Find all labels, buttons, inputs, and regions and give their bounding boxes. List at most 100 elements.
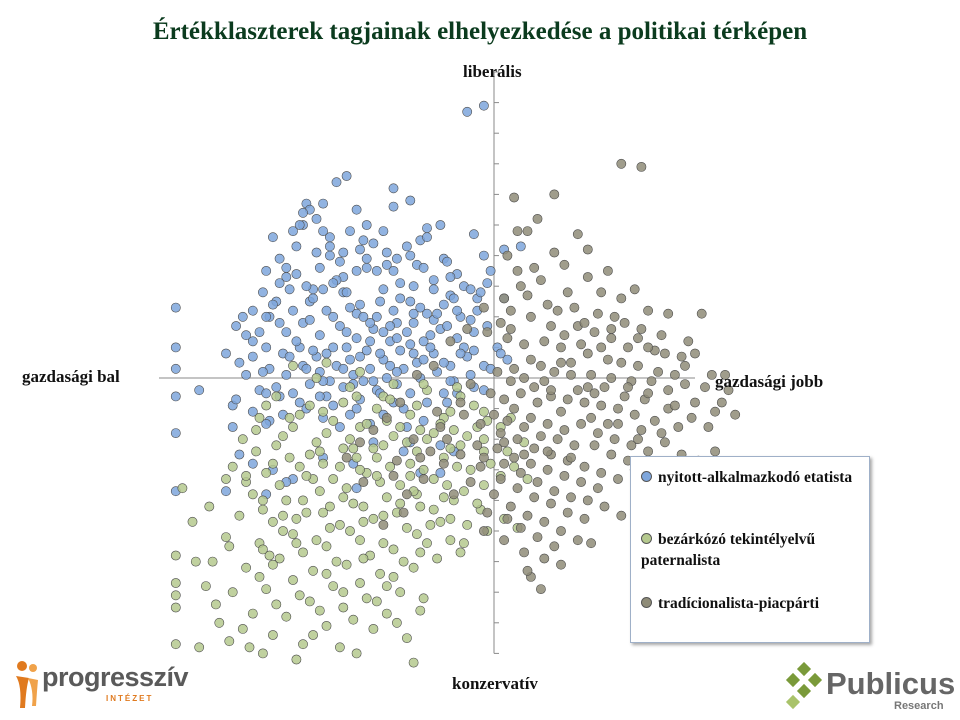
data-point [207, 556, 218, 567]
data-point [194, 642, 205, 653]
data-point [502, 333, 513, 344]
data-point [314, 330, 325, 341]
data-point [261, 342, 272, 353]
data-point [438, 357, 449, 368]
data-point [559, 330, 570, 341]
data-point [478, 526, 489, 536]
data-point [401, 633, 412, 643]
data-point [455, 348, 466, 359]
data-point [318, 406, 328, 417]
data-point [455, 440, 466, 451]
data-point [221, 474, 231, 484]
data-point [613, 403, 623, 414]
data-point [485, 265, 496, 276]
data-point [606, 333, 617, 344]
data-point [512, 434, 523, 445]
data-point [271, 391, 282, 402]
data-point [395, 422, 406, 432]
data-point [660, 348, 670, 359]
data-point [311, 373, 322, 383]
data-point [438, 388, 449, 399]
data-point [515, 281, 526, 292]
data-point [492, 443, 503, 454]
data-point [613, 474, 623, 484]
data-point [301, 507, 312, 518]
data-point [221, 486, 231, 497]
data-point [318, 198, 328, 209]
data-point [358, 311, 369, 322]
data-point [576, 418, 586, 429]
data-point [338, 443, 349, 454]
data-point [465, 464, 476, 475]
data-point [569, 440, 580, 451]
data-point [633, 360, 643, 371]
data-point [408, 308, 419, 319]
data-point [177, 483, 188, 494]
data-point [291, 538, 302, 549]
data-point [599, 501, 610, 512]
data-point [566, 452, 576, 463]
data-point [328, 278, 339, 288]
data-point [462, 106, 473, 117]
data-point [304, 449, 315, 460]
data-point [314, 605, 325, 616]
data-point [318, 226, 328, 236]
data-point [375, 568, 385, 579]
data-point [170, 578, 181, 588]
axis-label-top: liberális [463, 62, 522, 81]
data-point [626, 440, 637, 451]
data-point [519, 547, 529, 558]
data-point [321, 348, 332, 359]
data-point [529, 492, 540, 503]
data-point [365, 336, 375, 347]
data-point [442, 434, 452, 445]
data-point [345, 226, 355, 236]
data-point [170, 428, 181, 438]
data-point [408, 317, 419, 328]
data-point [274, 553, 285, 564]
legend-swatch-1 [641, 470, 652, 482]
data-point [237, 624, 248, 634]
data-point [428, 360, 439, 371]
data-point [438, 492, 449, 503]
data-point [324, 241, 335, 252]
data-point [318, 458, 328, 469]
data-point [358, 235, 369, 246]
data-point [257, 504, 268, 515]
data-point [422, 397, 432, 408]
data-point [539, 516, 550, 527]
data-point [351, 204, 362, 215]
data-point [308, 345, 318, 356]
data-point [288, 575, 298, 585]
data-point [445, 513, 456, 524]
data-point [536, 584, 546, 594]
data-point [341, 287, 352, 298]
data-point [542, 299, 553, 310]
data-point [562, 287, 573, 298]
data-point [314, 391, 325, 402]
data-point [338, 247, 349, 258]
data-point [261, 584, 272, 594]
data-point [281, 495, 292, 506]
data-point [475, 287, 486, 298]
data-point [355, 464, 365, 475]
data-point [549, 486, 560, 497]
data-point [291, 241, 302, 252]
data-point [338, 363, 349, 374]
data-point [502, 250, 513, 261]
data-point [432, 406, 442, 417]
data-point [465, 379, 476, 389]
data-point [358, 376, 369, 386]
data-point [261, 467, 272, 478]
data-point [435, 516, 446, 527]
data-point [341, 327, 352, 337]
data-point [418, 354, 429, 365]
data-point [281, 611, 292, 622]
data-point [170, 602, 181, 613]
data-point [539, 376, 550, 386]
data-point [485, 388, 496, 399]
data-point [542, 418, 553, 429]
data-point [509, 403, 519, 414]
data-point [304, 400, 315, 411]
data-point [676, 351, 687, 362]
